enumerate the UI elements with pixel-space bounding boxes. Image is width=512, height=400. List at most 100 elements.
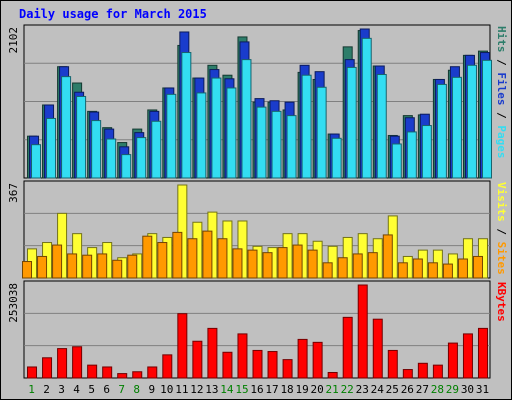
bar-pages-14 xyxy=(226,87,237,179)
x-tick-label: 26 xyxy=(401,383,414,396)
bar-sites-10 xyxy=(157,242,168,279)
bar-kbytes-19 xyxy=(297,338,308,379)
ymax-label: 2102 xyxy=(7,27,20,54)
bar-kbytes-4 xyxy=(72,346,83,379)
bar-kbytes-27 xyxy=(417,362,428,379)
bar-pages-8 xyxy=(136,137,147,179)
legend-separator: / xyxy=(495,106,508,126)
bar-pages-24 xyxy=(376,74,387,179)
legend: KBytes xyxy=(495,282,508,322)
bar-sites-18 xyxy=(277,247,288,279)
bar-sites-27 xyxy=(412,258,423,279)
bar-pages-29 xyxy=(451,76,462,179)
bar-pages-11 xyxy=(181,52,192,179)
bar-sites-7 xyxy=(112,259,123,279)
bar-sites-25 xyxy=(382,234,393,279)
panel-2: 367 Visits / Sites xyxy=(7,180,508,279)
bar-sites-24 xyxy=(367,252,378,279)
bar-pages-25 xyxy=(391,143,402,179)
x-tick-label: 16 xyxy=(250,383,263,396)
x-tick-label: 6 xyxy=(103,383,110,396)
bar-kbytes-9 xyxy=(147,366,158,379)
legend: Hits / Files / Pages xyxy=(495,26,508,159)
x-tick-label: 14 xyxy=(220,383,234,396)
x-tick-label: 5 xyxy=(88,383,95,396)
x-tick-label: 27 xyxy=(416,383,429,396)
bar-sites-22 xyxy=(337,257,348,279)
legend: Visits / Sites xyxy=(495,182,508,275)
bar-kbytes-6 xyxy=(102,366,113,379)
bar-pages-4 xyxy=(76,95,87,179)
bar-sites-21 xyxy=(322,262,333,279)
x-tick-label: 2 xyxy=(43,383,50,396)
legend-pages: Pages xyxy=(495,125,508,158)
bar-kbytes-30 xyxy=(462,333,473,379)
x-tick-label: 31 xyxy=(476,383,489,396)
bar-pages-3 xyxy=(61,76,72,179)
x-tick-label: 7 xyxy=(118,383,125,396)
panel-3: 253038 KBytes xyxy=(7,280,508,379)
bar-pages-22 xyxy=(346,66,357,179)
bar-sites-4 xyxy=(67,253,78,279)
legend-kbytes: KBytes xyxy=(495,282,508,322)
x-tick-label: 19 xyxy=(295,383,308,396)
bar-pages-18 xyxy=(286,115,297,179)
bar-pages-13 xyxy=(211,77,222,179)
bar-pages-23 xyxy=(361,37,372,179)
legend-visits: Visits xyxy=(495,182,508,222)
bar-kbytes-7 xyxy=(117,373,128,379)
bar-pages-2 xyxy=(46,117,57,179)
bar-pages-6 xyxy=(106,138,117,179)
bar-kbytes-8 xyxy=(132,371,143,379)
bar-pages-19 xyxy=(301,74,312,179)
bar-kbytes-25 xyxy=(387,349,398,379)
bar-kbytes-11 xyxy=(177,313,188,379)
panel-1: 2102 Hits / Files / Pages xyxy=(7,24,508,179)
bar-kbytes-3 xyxy=(57,348,68,379)
x-tick-label: 24 xyxy=(371,383,385,396)
x-tick-label: 17 xyxy=(265,383,278,396)
bar-sites-2 xyxy=(37,255,48,279)
bar-pages-27 xyxy=(421,125,432,179)
bar-kbytes-16 xyxy=(252,349,263,379)
bar-sites-15 xyxy=(232,248,243,279)
bar-sites-3 xyxy=(52,244,63,279)
bar-pages-5 xyxy=(91,120,102,179)
bar-sites-20 xyxy=(307,249,318,279)
bar-sites-1 xyxy=(22,261,33,279)
legend-hits: Hits xyxy=(495,26,508,53)
bar-pages-28 xyxy=(436,83,447,179)
x-tick-label: 15 xyxy=(235,383,248,396)
chart-title: Daily usage for March 2015 xyxy=(19,7,207,21)
bar-pages-7 xyxy=(121,154,132,179)
bar-sites-19 xyxy=(292,244,303,279)
bar-kbytes-31 xyxy=(477,327,488,379)
bar-pages-26 xyxy=(406,131,417,179)
bar-pages-16 xyxy=(256,106,267,179)
bar-sites-13 xyxy=(202,230,213,279)
x-tick-label: 4 xyxy=(73,383,80,396)
bar-sites-9 xyxy=(142,235,153,279)
bar-sites-28 xyxy=(427,262,438,279)
x-tick-label: 3 xyxy=(58,383,65,396)
bar-sites-5 xyxy=(82,254,93,279)
bar-kbytes-1 xyxy=(27,366,38,379)
bar-kbytes-13 xyxy=(207,327,218,379)
x-tick-label: 20 xyxy=(311,383,324,396)
bar-kbytes-23 xyxy=(357,284,368,379)
bar-kbytes-22 xyxy=(342,316,353,379)
bar-kbytes-18 xyxy=(282,359,293,379)
bar-sites-12 xyxy=(187,238,198,279)
bar-sites-11 xyxy=(172,231,183,279)
bar-sites-8 xyxy=(127,254,138,279)
bar-pages-10 xyxy=(166,93,177,179)
bar-sites-6 xyxy=(97,253,108,279)
x-tick-label: 13 xyxy=(205,383,218,396)
bar-kbytes-15 xyxy=(237,333,248,379)
bar-kbytes-24 xyxy=(372,318,383,379)
x-tick-label: 22 xyxy=(341,383,354,396)
bar-pages-1 xyxy=(31,144,42,179)
bar-pages-17 xyxy=(271,110,282,179)
ymax-label: 367 xyxy=(7,183,20,203)
